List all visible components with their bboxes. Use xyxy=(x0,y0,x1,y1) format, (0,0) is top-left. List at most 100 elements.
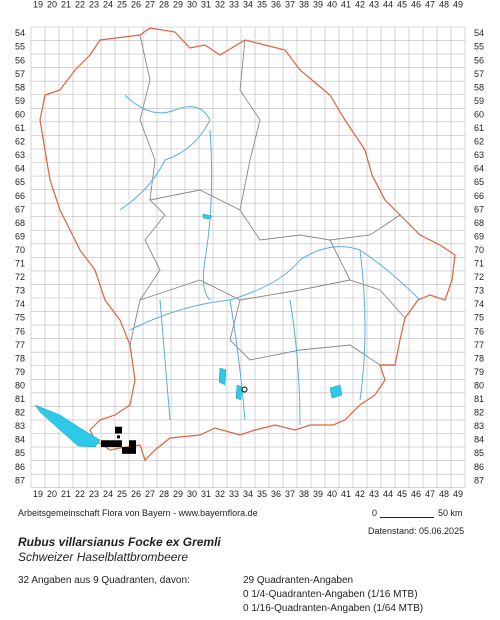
summary-quadrants: 29 Quadranten-Angaben xyxy=(243,575,354,586)
row-label: 87 xyxy=(15,475,25,485)
column-label: 42 xyxy=(355,489,365,499)
row-label: 78 xyxy=(474,353,484,363)
row-label: 69 xyxy=(15,231,25,241)
column-label: 31 xyxy=(201,0,211,9)
river xyxy=(159,299,171,421)
row-label: 62 xyxy=(15,137,25,147)
column-label: 45 xyxy=(397,0,407,9)
column-label: 29 xyxy=(173,489,183,499)
row-label: 54 xyxy=(15,28,25,38)
column-label: 32 xyxy=(215,0,225,9)
column-label: 23 xyxy=(89,0,99,9)
column-label: 28 xyxy=(159,489,169,499)
row-label: 81 xyxy=(15,394,25,404)
row-label: 60 xyxy=(474,109,484,119)
species-name: Rubus villarsianus Focke ex Gremli xyxy=(18,535,221,549)
row-label: 61 xyxy=(474,123,484,133)
row-label: 87 xyxy=(474,475,484,485)
column-label: 19 xyxy=(33,0,43,9)
scale-start: 0 xyxy=(372,508,378,518)
river xyxy=(202,129,213,301)
row-label: 85 xyxy=(474,448,484,458)
row-label: 86 xyxy=(15,462,25,472)
lake xyxy=(202,213,213,220)
row-label: 82 xyxy=(15,408,25,418)
row-label: 85 xyxy=(15,448,25,458)
row-label: 64 xyxy=(474,164,484,174)
row-label: 57 xyxy=(474,69,484,79)
lake xyxy=(235,384,243,401)
district-line xyxy=(129,34,166,346)
column-label: 33 xyxy=(229,489,239,499)
districts xyxy=(129,34,406,366)
lakes xyxy=(34,213,343,448)
row-label: 86 xyxy=(474,462,484,472)
column-label: 45 xyxy=(397,489,407,499)
lake xyxy=(34,404,101,448)
column-label: 42 xyxy=(355,0,365,9)
column-label: 26 xyxy=(131,0,141,9)
row-label: 59 xyxy=(474,96,484,106)
record xyxy=(122,447,129,454)
river xyxy=(229,299,246,421)
row-label: 76 xyxy=(474,326,484,336)
row-label: 66 xyxy=(15,191,25,201)
column-label: 38 xyxy=(299,0,309,9)
lake xyxy=(329,384,343,399)
column-label: 48 xyxy=(439,489,449,499)
column-label: 23 xyxy=(89,489,99,499)
lake xyxy=(218,367,227,386)
column-label: 31 xyxy=(201,489,211,499)
row-label: 78 xyxy=(15,353,25,363)
row-label: 84 xyxy=(15,435,25,445)
river xyxy=(119,94,211,211)
row-label: 81 xyxy=(474,394,484,404)
record xyxy=(115,440,122,448)
column-label: 22 xyxy=(75,0,85,9)
column-label: 38 xyxy=(299,489,309,499)
uncertain-record xyxy=(241,386,248,393)
column-label: 43 xyxy=(369,0,379,9)
row-label: 64 xyxy=(15,164,25,174)
row-label: 67 xyxy=(15,204,25,214)
row-label: 72 xyxy=(15,272,25,282)
column-label: 35 xyxy=(257,0,267,9)
summary-total: 32 Angaben aus 9 Quadranten, davon: xyxy=(18,575,190,586)
column-label: 40 xyxy=(327,0,337,9)
map: 19 19 20 20 21 21 22 22 23 23 24 24 25 25 26 26 27 27 28 28… xyxy=(15,0,484,499)
row-label: 82 xyxy=(474,408,484,418)
row-label: 61 xyxy=(15,123,25,133)
row-label: 76 xyxy=(15,326,25,336)
column-label: 24 xyxy=(103,0,113,9)
record xyxy=(129,447,136,454)
column-label: 41 xyxy=(341,0,351,9)
scale-end: 50 km xyxy=(438,508,463,518)
summary-sixteenth: 0 1/16-Quadranten-Angaben (1/64 MTB) xyxy=(243,603,424,614)
row-label: 55 xyxy=(15,42,25,52)
row-label: 73 xyxy=(15,286,25,296)
row-label: 57 xyxy=(15,69,25,79)
row-label: 74 xyxy=(474,299,484,309)
row-label: 75 xyxy=(474,313,484,323)
column-label: 30 xyxy=(187,0,197,9)
record xyxy=(101,440,108,448)
column-label: 20 xyxy=(47,489,57,499)
scale-bar xyxy=(380,517,434,518)
column-label: 37 xyxy=(285,0,295,9)
row-label: 54 xyxy=(474,28,484,38)
column-label: 35 xyxy=(257,489,267,499)
row-label: 68 xyxy=(474,218,484,228)
row-label: 66 xyxy=(474,191,484,201)
row-label: 80 xyxy=(15,380,25,390)
row-label: 79 xyxy=(474,367,484,377)
row-label: 68 xyxy=(15,218,25,228)
row-label: 62 xyxy=(474,137,484,147)
row-label: 70 xyxy=(474,245,484,255)
column-label: 21 xyxy=(61,0,71,9)
column-label: 48 xyxy=(439,0,449,9)
column-label: 43 xyxy=(369,489,379,499)
row-label: 63 xyxy=(15,150,25,160)
row-label: 79 xyxy=(15,367,25,377)
